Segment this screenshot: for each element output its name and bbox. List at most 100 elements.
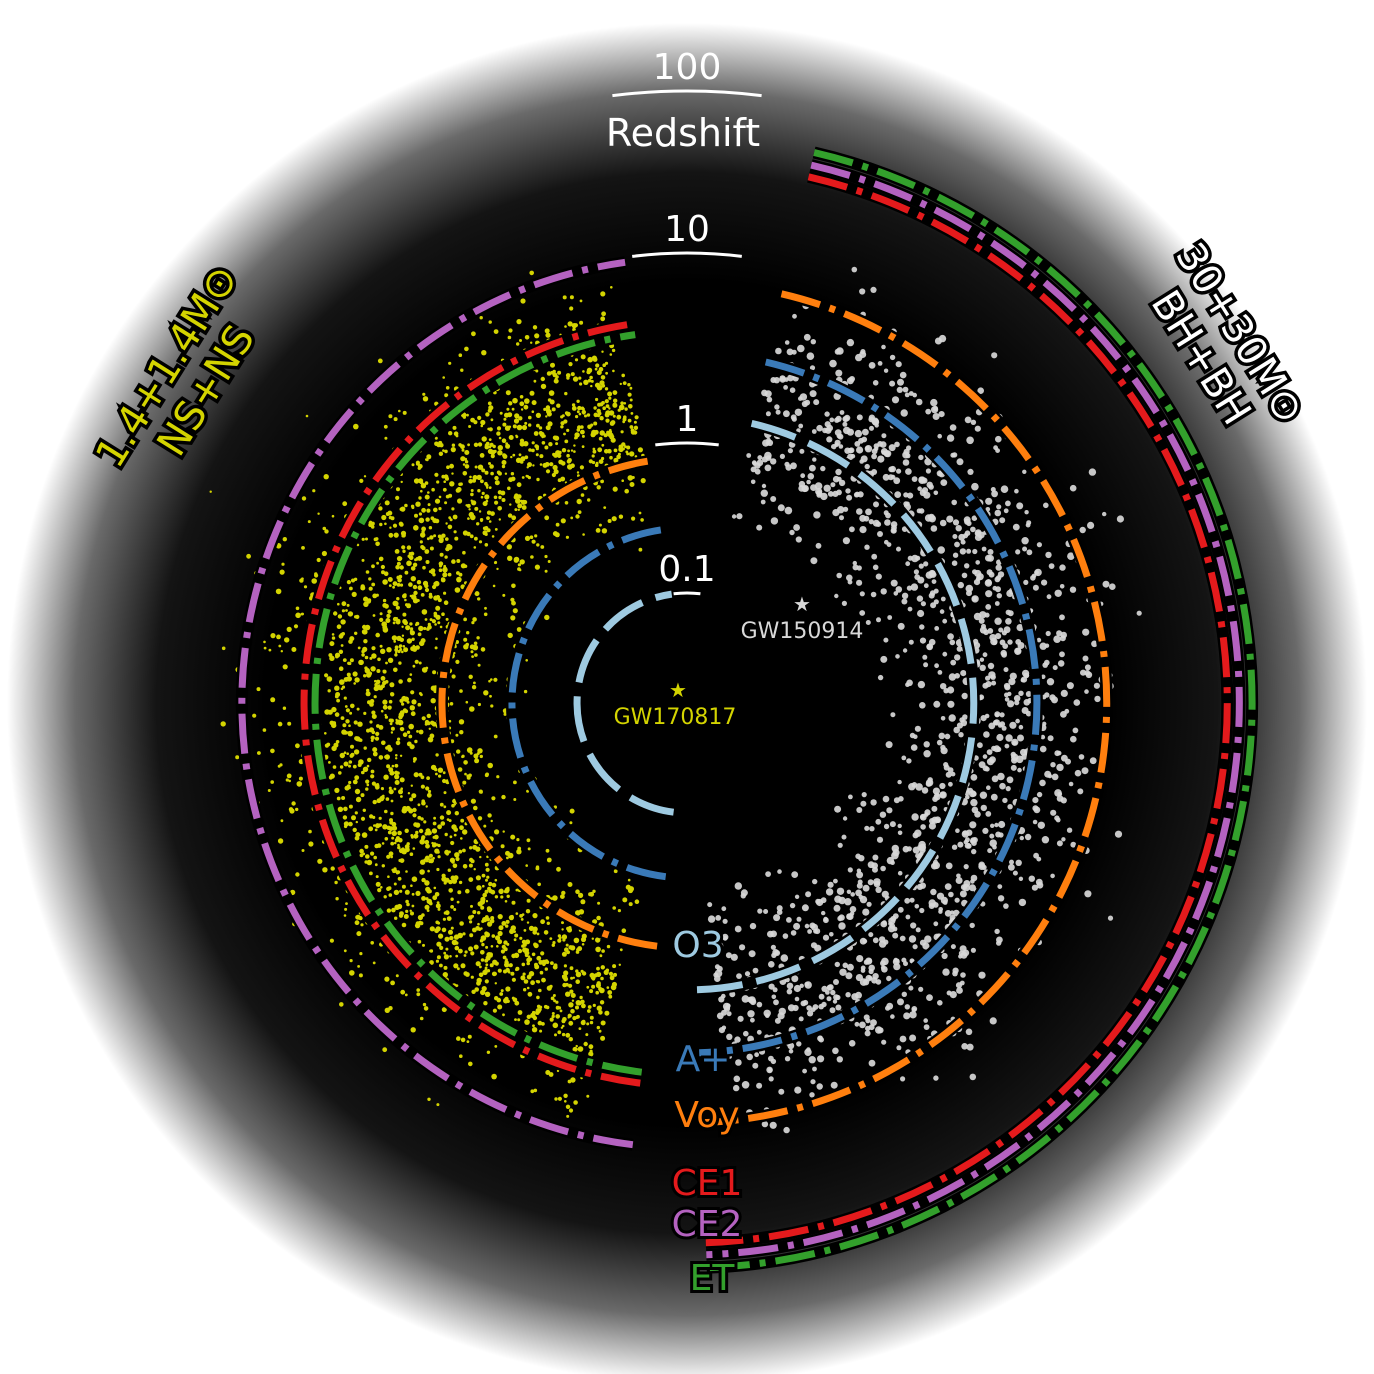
bh-point (768, 1055, 774, 1062)
bh-point (939, 782, 946, 790)
bh-point (932, 902, 939, 908)
ns-point (331, 745, 337, 752)
ns-point (573, 450, 576, 453)
bh-point (789, 902, 796, 909)
ns-point (458, 719, 465, 725)
ns-point (541, 435, 545, 439)
ns-point (331, 706, 337, 713)
bh-point (786, 917, 792, 923)
ns-point (585, 1033, 589, 1037)
bh-point (825, 888, 834, 896)
bh-point (916, 595, 924, 602)
ns-point (576, 399, 580, 403)
ns-point (344, 705, 348, 708)
bh-point (966, 548, 972, 554)
ns-point (533, 431, 539, 436)
ns-point (522, 972, 526, 976)
ns-point (352, 827, 357, 833)
ns-point (572, 976, 575, 979)
bh-point (938, 732, 946, 740)
ns-point (384, 680, 389, 684)
ns-point (381, 621, 388, 627)
ns-point (298, 776, 303, 781)
bh-point (740, 889, 748, 897)
ns-point (599, 380, 605, 386)
ns-point (385, 512, 390, 516)
ns-point (505, 924, 509, 928)
ns-point (486, 1050, 491, 1055)
bh-point (961, 572, 968, 579)
ns-point (406, 638, 413, 644)
bh-point (872, 854, 879, 861)
bh-point (716, 965, 723, 972)
ns-point (560, 894, 565, 899)
ns-point (328, 775, 333, 780)
ns-point (370, 774, 375, 779)
ns-point (477, 464, 484, 470)
ns-point (384, 603, 389, 609)
bh-point (999, 639, 1006, 646)
ns-point (462, 530, 468, 536)
ns-point (627, 383, 631, 387)
ns-point (324, 529, 329, 534)
bh-point (765, 871, 771, 877)
ns-point (429, 901, 433, 906)
bh-point (827, 881, 834, 888)
ns-point (355, 832, 361, 838)
ns-point (484, 606, 487, 610)
ns-point (397, 719, 404, 726)
redshift-tick-0.1 (673, 591, 701, 596)
ns-point (282, 706, 287, 710)
bh-point (835, 415, 842, 422)
ns-point (507, 335, 512, 340)
ns-point (613, 398, 618, 403)
ns-point (576, 471, 580, 474)
bh-point (894, 441, 900, 448)
ns-point (384, 809, 388, 814)
ns-point (474, 591, 480, 597)
ns-point (438, 451, 444, 456)
ns-point (399, 911, 404, 916)
ns-point (388, 893, 393, 897)
ns-point (384, 436, 388, 440)
ns-point (481, 436, 487, 442)
ns-point (441, 927, 447, 933)
bh-point (965, 1028, 973, 1036)
bh-point (970, 879, 975, 884)
ns-point (286, 626, 292, 633)
ns-point (509, 929, 515, 935)
bh-point (908, 391, 914, 396)
ns-point (559, 1009, 563, 1013)
ns-point (486, 486, 489, 489)
bh-point (978, 971, 986, 979)
ns-point (354, 920, 360, 926)
ns-point (411, 892, 415, 896)
ns-point (209, 490, 212, 493)
ns-point (599, 416, 604, 421)
ns-point (496, 567, 499, 571)
bh-point (880, 655, 888, 663)
ns-point (340, 644, 344, 647)
ns-point (404, 598, 407, 602)
bh-point (991, 352, 998, 359)
ns-point (501, 460, 507, 465)
bh-point (1091, 640, 1098, 648)
bh-point (938, 411, 945, 418)
bh-point (1041, 579, 1048, 586)
bh-point (997, 895, 1005, 902)
bh-point (982, 682, 989, 689)
ns-point (621, 447, 625, 451)
ns-point (390, 799, 394, 803)
bh-point (960, 539, 966, 545)
bh-point (1066, 827, 1073, 833)
ns-point (556, 403, 561, 408)
bh-point (857, 879, 863, 885)
ns-point (448, 493, 453, 498)
bh-point (881, 966, 888, 973)
ns-point (555, 1014, 560, 1019)
ns-point (492, 959, 498, 965)
bh-point (787, 448, 794, 454)
ns-point (529, 270, 534, 276)
ns-point (590, 379, 594, 383)
ns-point (454, 945, 460, 951)
